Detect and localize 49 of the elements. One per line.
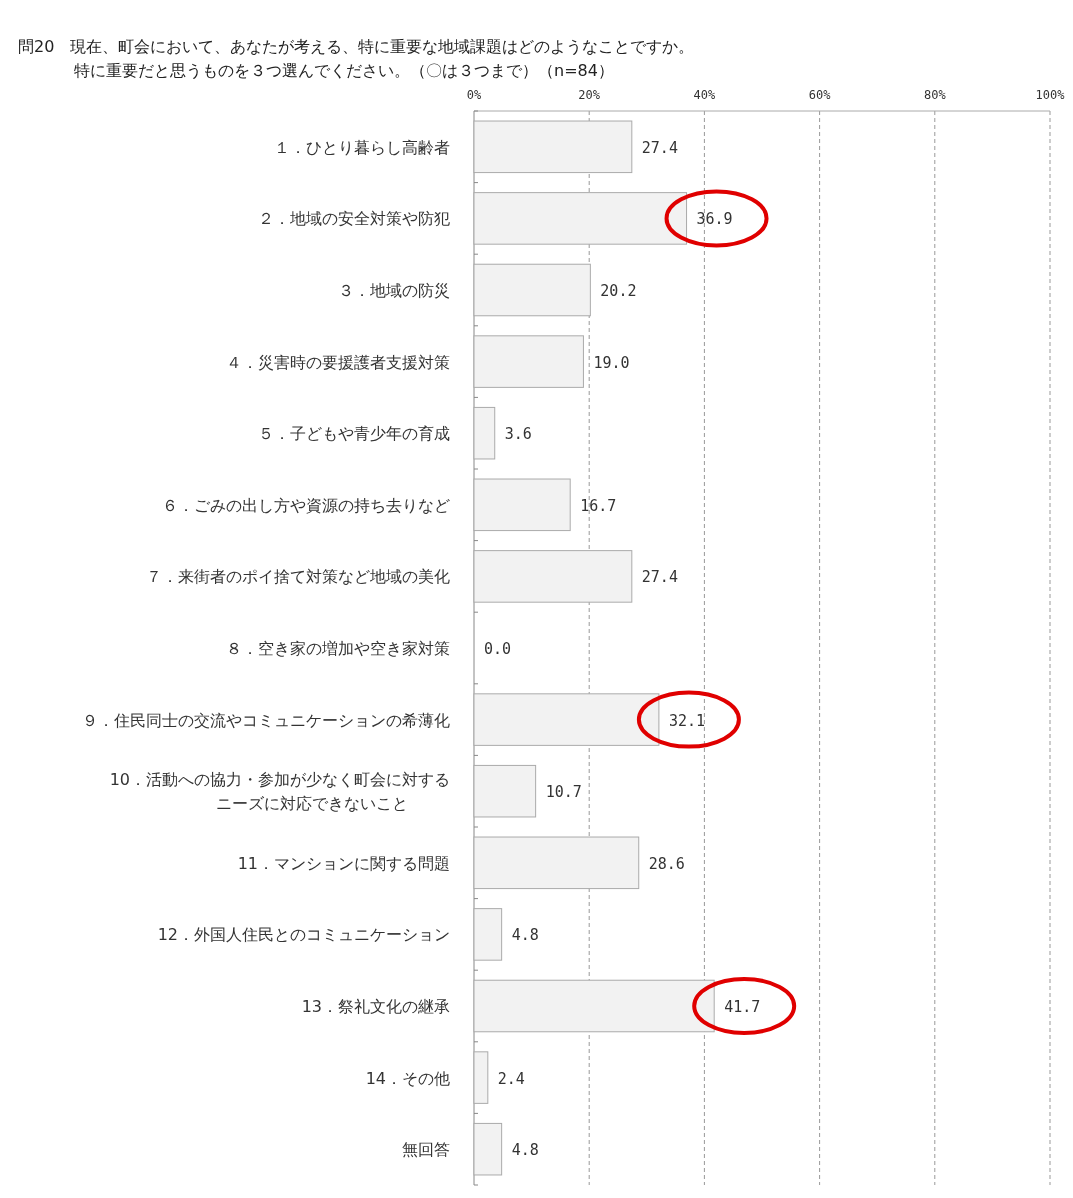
data-label: 41.7 [724,998,761,1016]
y-tick-label: ６．ごみの出し方や資源の持ち去りなど [162,495,450,515]
data-label: 2.4 [497,1069,525,1088]
data-label: 16.7 [580,496,617,515]
y-tick-label: ４．災害時の要援護者支援対策 [226,352,450,372]
bar [473,406,496,460]
chart-title: 問20 現在、町会において、あなたが考える、特に重要な地域課題はどのようなことですか。 [18,37,695,56]
y-tick-label: 11．マンションに関する問題 [237,853,450,873]
bar [473,1051,489,1104]
data-label: 28.6 [648,854,685,873]
data-label: 32.1 [668,711,706,730]
bar [473,764,537,818]
y-tick-label: ８．空き家の増加や空き家対策 [226,639,450,658]
y-tick-label: ２．地域の安全対策や防犯 [258,209,450,229]
y-tick-label: 12．外国人住民とのコミュニケーション [157,925,450,945]
x-tick-label: 20% [578,88,601,102]
data-label: 3.6 [504,425,532,444]
data-label: 36.9 [696,210,733,229]
y-tick-label: ７．来街者のポイ捨て対策など地域の美化 [146,567,450,587]
y-tick-label: ９．住民同士の交流やコミュニケーションの希薄化 [82,710,450,730]
text: 特に重要だと思うものを３つ選んでください。（〇は３つまで）（n=84） [74,61,614,80]
y-tick-label: 14．その他 [365,1068,450,1088]
x-tick-label: 100% [1035,88,1066,102]
x-tick-label: 80% [923,88,947,102]
x-tick-label: 60% [808,88,832,102]
y-tick-label: ５．子どもや青少年の育成 [258,424,450,444]
bar [473,908,503,961]
x-tick-label: 0% [466,88,482,102]
y-tick-label: 13．祭礼文化の継承 [301,997,450,1016]
data-label: 19.0 [593,353,630,372]
bar [473,263,591,317]
bar [473,120,633,174]
x-tick-label: 40% [693,88,717,102]
y-tick-label: 無回答 [402,1140,450,1160]
y-tick-label: 10．活動への協力・参加が少なく町会に対するニーズに対応できないこと [109,770,450,814]
bar [473,478,571,532]
bar [473,550,633,603]
data-label: 4.8 [511,926,539,945]
data-label: 20.2 [600,282,637,300]
y-tick-label: ３．地域の防災 [338,281,450,300]
y-tick-label: １．ひとり暮らし高齢者 [274,137,450,157]
data-label: 4.8 [511,1141,539,1160]
data-label: 27.4 [641,568,678,587]
data-label: 27.4 [641,138,678,157]
bar [473,335,584,388]
bar [473,1122,503,1176]
data-label: 10.7 [545,783,582,802]
data-label: 0.0 [484,640,512,658]
bar [473,836,640,890]
